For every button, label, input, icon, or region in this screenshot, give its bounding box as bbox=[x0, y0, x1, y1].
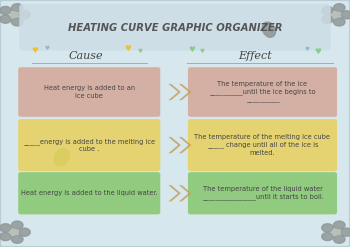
Circle shape bbox=[341, 228, 350, 236]
FancyBboxPatch shape bbox=[18, 172, 160, 214]
Circle shape bbox=[341, 11, 350, 19]
Ellipse shape bbox=[54, 148, 69, 166]
Text: ♥: ♥ bbox=[188, 45, 195, 54]
Ellipse shape bbox=[262, 22, 275, 37]
Polygon shape bbox=[179, 137, 191, 153]
Polygon shape bbox=[179, 84, 191, 100]
FancyBboxPatch shape bbox=[18, 119, 160, 171]
FancyBboxPatch shape bbox=[19, 4, 331, 51]
Circle shape bbox=[19, 11, 30, 19]
Circle shape bbox=[332, 12, 340, 18]
FancyBboxPatch shape bbox=[188, 119, 337, 171]
Circle shape bbox=[10, 12, 18, 18]
Circle shape bbox=[0, 6, 11, 15]
Polygon shape bbox=[168, 137, 181, 153]
Circle shape bbox=[322, 15, 333, 23]
Polygon shape bbox=[179, 185, 191, 202]
FancyBboxPatch shape bbox=[18, 67, 160, 117]
Text: Heat energy is added to the liquid water.: Heat energy is added to the liquid water… bbox=[21, 190, 158, 196]
Text: _____energy is added to the melting ice
cube .: _____energy is added to the melting ice … bbox=[23, 138, 155, 152]
Text: ♥: ♥ bbox=[200, 49, 205, 54]
Circle shape bbox=[322, 232, 333, 241]
Text: ♥: ♥ bbox=[305, 47, 310, 52]
Circle shape bbox=[10, 229, 18, 235]
Circle shape bbox=[12, 18, 23, 26]
Circle shape bbox=[19, 228, 30, 236]
Text: HEATING CURVE GRAPHIC ORGANIZER: HEATING CURVE GRAPHIC ORGANIZER bbox=[68, 23, 282, 33]
Text: ♥: ♥ bbox=[314, 47, 321, 56]
Circle shape bbox=[12, 221, 23, 229]
Text: Effect: Effect bbox=[239, 51, 272, 61]
Circle shape bbox=[334, 235, 345, 243]
Circle shape bbox=[0, 15, 11, 23]
Circle shape bbox=[322, 224, 333, 232]
Text: The temperature of the melting ice cube
_____ change until all of the ice is
mel: The temperature of the melting ice cube … bbox=[195, 134, 330, 156]
Circle shape bbox=[12, 4, 23, 12]
Text: The temperature of the liquid water
________________until it starts to boil.: The temperature of the liquid water ____… bbox=[202, 186, 323, 200]
Text: Heat energy is added to an
ice cube: Heat energy is added to an ice cube bbox=[44, 85, 135, 99]
Circle shape bbox=[334, 18, 345, 26]
Text: ♥: ♥ bbox=[45, 46, 50, 51]
Text: ♥: ♥ bbox=[32, 46, 38, 55]
Polygon shape bbox=[168, 185, 181, 202]
Circle shape bbox=[0, 232, 11, 241]
Circle shape bbox=[322, 6, 333, 15]
Text: ♥: ♥ bbox=[124, 44, 131, 53]
FancyBboxPatch shape bbox=[188, 67, 337, 117]
Text: ♥: ♥ bbox=[138, 49, 142, 54]
Circle shape bbox=[334, 221, 345, 229]
FancyBboxPatch shape bbox=[188, 172, 337, 214]
Circle shape bbox=[12, 235, 23, 243]
Text: Cause: Cause bbox=[69, 51, 103, 61]
Polygon shape bbox=[168, 84, 181, 100]
Circle shape bbox=[332, 229, 340, 235]
Circle shape bbox=[334, 4, 345, 12]
Text: The temperature of the ice
__________until the ice begins to
__________: The temperature of the ice __________unt… bbox=[209, 81, 316, 103]
Circle shape bbox=[0, 224, 11, 232]
